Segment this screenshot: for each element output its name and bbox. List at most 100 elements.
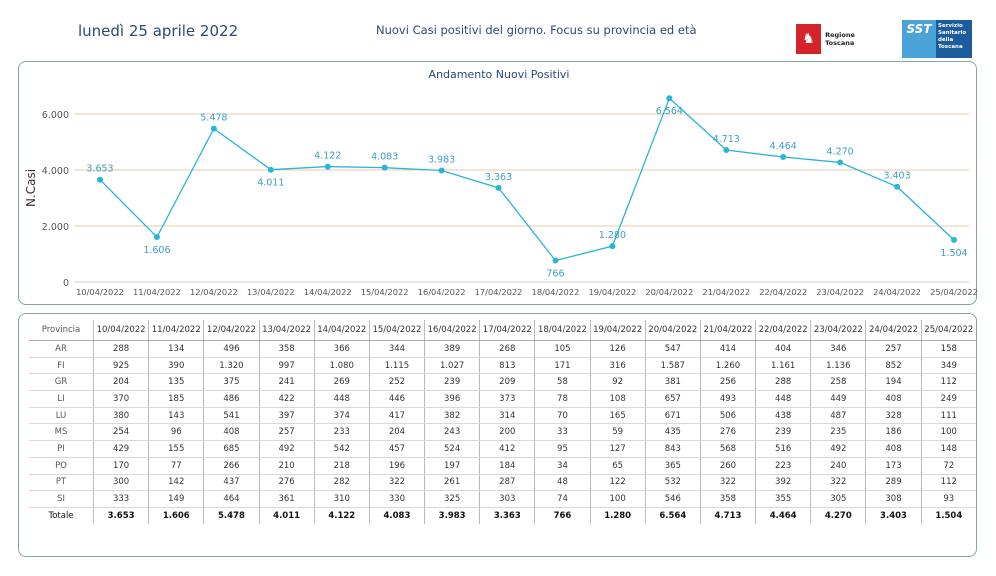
column-header-date: 22/04/2022 [755,320,811,341]
value-cell: 268 [479,340,535,358]
report-subtitle: Nuovi Casi positivi del giorno. Focus su… [376,23,697,37]
chart-panel: Andamento Nuovi Positivi N.Casi 0 2.000 4.… [18,61,978,305]
value-cell: 122 [589,474,646,492]
value-cell: 322 [699,474,756,492]
data-label: 766 [546,269,564,280]
value-cell: 448 [755,390,811,408]
value-cell: 1.280 [589,507,646,524]
value-cell: 492 [810,440,866,458]
value-cell: 1.606 [148,507,204,524]
y-tick-label: 0 [63,278,69,289]
province-cell: GR [29,373,94,392]
value-cell: 58 [534,373,591,392]
value-cell: 4.713 [699,507,756,524]
province-cell: LU [29,407,94,425]
column-header-date: 11/04/2022 [148,320,204,341]
data-point [552,257,559,264]
value-cell: 1.080 [313,357,370,375]
value-cell: 170 [92,457,149,475]
column-header-date: 18/04/2022 [534,320,591,341]
province-cell: PT [29,474,94,492]
column-header-date: 10/04/2022 [92,320,149,341]
value-cell: 3.983 [424,507,480,524]
value-cell: 3.403 [865,507,922,524]
province-cell: Totale [48,510,74,521]
value-cell: 547 [644,340,701,358]
data-label: 4.083 [371,152,398,163]
table-row: AR 288 134 496 358 366 344 389 268 105 126 547 414 40… [29,340,976,358]
value-cell: 257 [865,340,922,358]
value-cell: 322 [368,474,425,492]
value-cell: 438 [755,407,811,425]
value-cell: 766 [534,507,591,524]
header: lunedì 25 aprile 2022 Nuovi Casi positiv… [0,0,996,60]
x-tick-label: 18/04/2022 [532,287,580,297]
value-cell: 239 [424,373,480,392]
column-header-provincia: Provincia [29,320,94,341]
value-cell: 252 [368,373,425,392]
value-cell: 196 [368,457,425,475]
value-cell: 111 [920,407,976,425]
value-cell: 925 [92,357,149,375]
value-cell: 404 [755,340,811,358]
column-header-date: 14/04/2022 [313,320,370,341]
column-header-date: 12/04/2022 [203,320,260,341]
value-cell: 260 [699,457,756,475]
value-cell: 303 [479,490,535,508]
value-cell: 148 [920,440,976,458]
data-label: 4.464 [770,141,797,152]
line-chart: Andamento Nuovi Positivi N.Casi 0 2.000 4.… [24,68,978,297]
province-cell: FI [29,357,94,375]
value-cell: 464 [203,490,260,508]
value-cell: 74 [534,490,591,508]
value-cell: 328 [865,407,922,425]
data-label: 4.713 [713,134,740,145]
value-cell: 48 [534,474,591,492]
value-cell: 257 [258,423,315,442]
table-row: GR 204 135 375 241 269 252 239 209 58 92 381 256 288 2… [29,373,976,392]
value-cell: 185 [148,390,204,408]
value-cell: 316 [589,357,646,375]
value-cell: 173 [865,457,922,475]
value-cell: 429 [92,440,149,458]
province-cell: AR [29,340,94,358]
value-cell: 92 [589,373,646,392]
data-label: 4.122 [314,151,341,162]
value-cell: 358 [258,340,315,358]
value-cell: 127 [589,440,646,458]
column-header-date: 16/04/2022 [424,320,480,341]
y-tick-label: 6.000 [42,110,69,121]
value-cell: 541 [203,407,260,425]
value-cell: 408 [865,440,922,458]
value-cell: 4.464 [755,507,811,524]
data-label: 5.478 [200,113,227,124]
value-cell: 197 [424,457,480,475]
value-cell: 496 [203,340,260,358]
value-cell: 390 [148,357,204,375]
value-cell: 269 [313,373,370,392]
table-row: PO 170 77 266 210 218 196 197 184 34 65 365 260 223 24… [29,457,976,475]
value-cell: 233 [313,423,370,442]
value-cell: 243 [424,423,480,442]
value-cell: 532 [644,474,701,492]
value-cell: 239 [755,423,811,442]
table-row: LU 380 143 541 397 374 417 382 314 70 165 671 506 438… [29,407,976,425]
column-header-date: 15/04/2022 [368,320,425,341]
province-cell: SI [29,490,94,508]
data-point [97,176,103,183]
regione-toscana-logo: ♞ Regione Toscana [796,22,880,56]
data-point [780,154,787,161]
value-cell: 381 [644,373,701,392]
x-tick-label: 10/04/2022 [76,287,124,297]
value-cell: 1.320 [203,357,260,375]
data-label: 1.280 [599,230,626,241]
value-cell: 78 [534,390,591,408]
value-cell: 210 [258,457,315,475]
y-tick-label: 4.000 [42,166,69,177]
data-point [153,234,160,241]
data-label: 6.564 [656,106,683,117]
value-cell: 171 [534,357,591,375]
province-cell: PO [29,457,94,475]
value-cell: 435 [644,423,701,442]
value-cell: 4.083 [368,507,425,524]
